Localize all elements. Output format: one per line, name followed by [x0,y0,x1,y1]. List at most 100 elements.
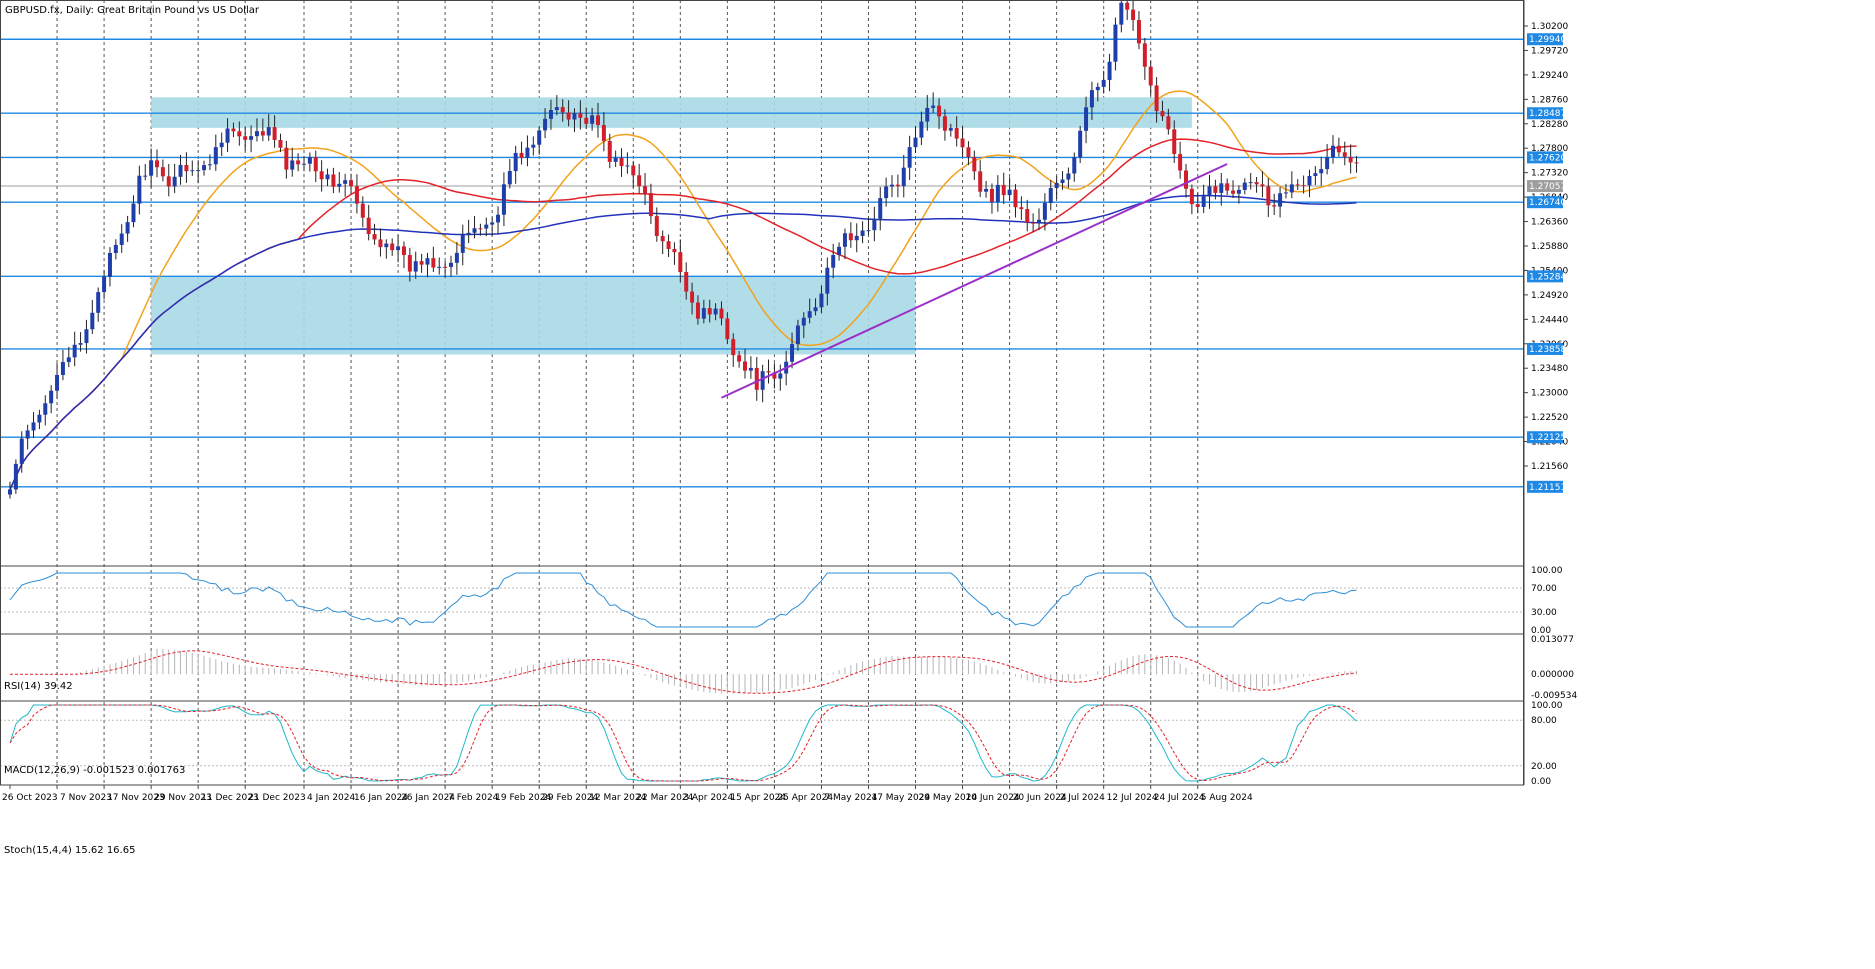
candle-body [331,174,336,187]
candle-body [1236,189,1241,194]
candle-body [1148,66,1153,86]
candle-body [172,176,177,187]
candle-body [631,165,636,176]
candle-body [184,164,189,172]
candle-body [507,171,512,185]
price-tick-label: 1.28280 [1531,120,1568,130]
candle-body [772,372,777,379]
candle-body [637,175,642,187]
chart-title: GBPUSD.fx, Daily: Great Britain Pound vs… [5,5,260,16]
candle-body [1231,190,1236,194]
candle-body [490,222,495,225]
candle-body [190,170,195,172]
candle-body [531,144,536,148]
macd-signal-line [10,650,1357,694]
candle-body [1101,79,1106,87]
candle-body [155,160,159,168]
candle-body [407,255,412,272]
grid [56,0,1199,785]
candle-body [484,224,489,229]
ma-slow-line [9,194,1357,490]
indicator-panes [0,572,1523,782]
stoch-tick: 20.00 [1531,762,1557,772]
candle-body [790,344,795,362]
candle-body [760,371,765,390]
candle-body [213,147,218,165]
time-label: 12 Jul 2024 [1107,793,1158,803]
candle-body [731,339,736,356]
time-label: 7 Feb 2024 [448,793,499,803]
time-label: 11 Dec 2023 [201,793,259,803]
candle-body [925,107,930,122]
candle-body [1078,130,1083,158]
candle-body [596,115,600,126]
time-label: 25 Apr 2024 [777,793,833,803]
candle-body [1331,145,1335,158]
candle-body [272,127,277,141]
candle-body [1160,111,1165,117]
candle-body [437,266,442,268]
candle-body [890,184,894,187]
candle-body [96,292,101,313]
time-label: 26 Oct 2023 [2,793,58,803]
candle-body [1301,185,1306,187]
time-label: 2 Jul 2024 [1060,793,1105,803]
candle-body [1031,222,1036,224]
candle-body [1025,209,1030,223]
candle-body [284,147,289,170]
level-tag [1527,342,1563,355]
candle-body [713,308,718,315]
time-label: 15 Apr 2024 [730,793,786,803]
candle-body [619,157,624,167]
trendline-group[interactable] [721,163,1228,399]
candle-body [1201,196,1206,207]
candle-body [401,246,406,256]
candle-body [137,175,142,204]
candle-body [984,188,989,192]
candle-body [613,157,618,162]
time-label: 17 Nov 2023 [107,793,165,803]
candles [8,0,1359,499]
candle-body [378,239,383,248]
candle-body [43,403,48,415]
candle-body [1154,85,1159,112]
candle-body [349,180,354,187]
time-label: 29 Feb 2024 [542,793,598,803]
candle-body [390,243,395,251]
price-tick-label: 1.24920 [1531,291,1568,301]
level-tag [1527,151,1563,164]
candle-body [202,165,207,171]
candle-body [143,175,148,177]
candle-body [231,128,236,132]
candle-body [249,136,254,140]
candle-body [90,312,95,330]
candle-body [1307,175,1312,186]
candle-body [1260,184,1265,187]
time-label: 7 Nov 2023 [60,793,112,803]
price-tick-label: 1.23000 [1531,389,1568,399]
macd-tick: 0.013077 [1531,635,1574,645]
candle-body [1042,202,1047,220]
candle-body [719,308,724,319]
current-price-label: 1.27057 [1529,182,1566,192]
candle-body [166,176,171,187]
candle-body [460,234,465,253]
candle-body [237,131,242,137]
level-tag-label: 1.28487 [1529,109,1566,119]
candle-body [584,117,589,124]
candle-body [1131,9,1136,21]
trendline [721,163,1228,399]
stoch-tick: 80.00 [1531,716,1557,726]
candle-body [766,371,771,373]
candle-body [1336,145,1341,153]
candle-body [55,374,60,391]
candle-body [607,140,612,162]
candle-body [413,261,418,272]
candle-body [431,258,436,268]
candle-body [572,113,577,120]
time-label: 21 Dec 2023 [248,793,306,803]
candle-body [901,167,906,187]
candle-body [1242,182,1247,190]
